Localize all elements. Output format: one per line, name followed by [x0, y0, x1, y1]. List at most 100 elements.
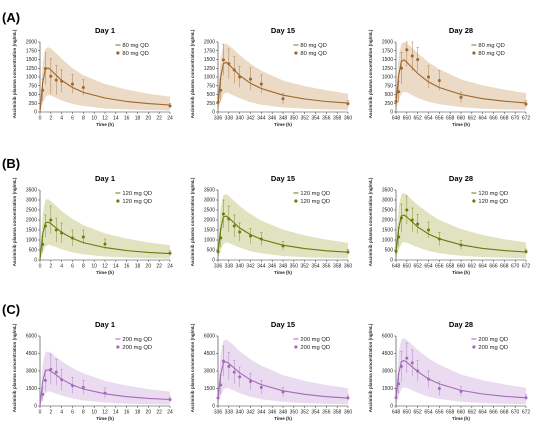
data-point	[219, 88, 223, 92]
y-tick-label: 3000	[382, 369, 393, 375]
x-tick-label: 650	[403, 410, 412, 416]
x-tick-label: 344	[257, 116, 266, 122]
data-point	[405, 48, 409, 52]
data-point	[427, 377, 430, 381]
x-axis-label: Time (h)	[96, 270, 114, 275]
legend-point-label: 200 mg QD	[300, 345, 330, 351]
x-tick-label: 16	[124, 410, 130, 416]
x-tick-label: 650	[403, 116, 412, 122]
x-tick-label: 668	[500, 116, 509, 122]
data-point	[71, 82, 74, 86]
data-point	[416, 369, 420, 373]
x-tick-label: 4	[60, 264, 63, 270]
y-tick-label: 1500	[382, 57, 393, 63]
chart-title: Day 15	[271, 320, 295, 329]
chart-9: Day 28 0 1500 3000 4500 6000 648 650 652 654 656 65…	[368, 320, 530, 421]
x-axis-label: Time (h)	[274, 122, 292, 127]
y-tick-label: 3000	[382, 198, 393, 204]
x-axis-label: Time (h)	[274, 270, 292, 275]
chart-title: Day 28	[449, 320, 473, 329]
x-axis-label: Time (h)	[96, 416, 114, 421]
x-axis-label: Time (h)	[274, 416, 292, 421]
x-tick-label: 2	[49, 116, 52, 122]
legend-point-label: 80 mg QD	[300, 51, 326, 57]
y-tick-label: 2000	[204, 40, 215, 46]
x-tick-label: 670	[511, 264, 520, 270]
data-point	[394, 100, 398, 103]
panel-label: (C)	[2, 302, 20, 317]
chart-title: Day 1	[95, 174, 115, 183]
x-tick-label: 346	[268, 116, 277, 122]
data-point	[437, 79, 441, 82]
x-tick-label: 360	[344, 410, 353, 416]
y-tick-label: 1500	[204, 228, 215, 234]
data-point	[346, 102, 350, 106]
x-tick-label: 658	[446, 410, 455, 416]
x-tick-label: 342	[246, 410, 255, 416]
data-point	[43, 378, 47, 382]
prediction-band	[218, 43, 348, 110]
x-tick-label: 24	[167, 410, 173, 416]
y-tick-label: 6000	[26, 334, 37, 340]
data-point	[524, 250, 528, 254]
chart-title: Day 15	[271, 174, 295, 183]
chart-title: Day 15	[271, 26, 295, 35]
x-tick-label: 22	[156, 116, 162, 122]
y-axis-label: Asciminib plasma concentration (ng/mL)	[368, 29, 373, 118]
prediction-band	[396, 42, 526, 110]
y-tick-label: 1500	[204, 386, 215, 392]
data-point	[221, 58, 225, 62]
y-tick-label: 4500	[26, 351, 37, 357]
legend-line-label: 80 mg QD	[478, 43, 504, 49]
data-point	[41, 88, 45, 92]
data-point	[232, 68, 236, 72]
x-tick-label: 340	[235, 116, 244, 122]
data-point	[219, 236, 223, 240]
legend-point-label: 120 mg QD	[478, 199, 508, 205]
y-tick-label: 6000	[204, 334, 215, 340]
data-point	[168, 104, 172, 108]
x-tick-label: 672	[522, 410, 531, 416]
y-tick-label: 500	[29, 248, 38, 254]
y-tick-label: 3000	[26, 198, 37, 204]
x-tick-label: 648	[392, 116, 401, 122]
y-tick-label: 3500	[26, 188, 37, 194]
x-tick-label: 18	[135, 264, 141, 270]
legend-line-label: 120 mg QD	[300, 191, 330, 197]
x-tick-label: 348	[279, 116, 288, 122]
y-tick-label: 0	[390, 404, 393, 410]
x-tick-label: 14	[113, 410, 119, 416]
x-tick-label: 358	[333, 264, 342, 270]
y-tick-label: 250	[385, 101, 394, 107]
x-tick-label: 652	[413, 410, 422, 416]
y-tick-label: 500	[29, 92, 38, 98]
x-tick-label: 12	[102, 410, 108, 416]
y-tick-label: 750	[207, 83, 216, 89]
x-tick-label: 346	[268, 410, 277, 416]
data-point	[216, 100, 220, 104]
x-tick-label: 672	[522, 116, 531, 122]
x-tick-label: 660	[457, 264, 466, 270]
x-tick-label: 0	[39, 410, 42, 416]
legend-line-label: 200 mg QD	[478, 337, 508, 343]
legend-point-label: 200 mg QD	[478, 345, 508, 351]
y-tick-label: 6000	[382, 334, 393, 340]
x-tick-label: 652	[413, 264, 422, 270]
x-tick-label: 358	[333, 410, 342, 416]
data-point	[81, 385, 85, 389]
data-point	[397, 235, 401, 239]
legend-point-label: 200 mg QD	[122, 345, 152, 351]
y-axis-label: Asciminib plasma concentration (ng/mL)	[12, 323, 17, 412]
x-tick-label: 344	[257, 264, 266, 270]
x-tick-label: 664	[478, 116, 487, 122]
y-axis-label: Asciminib plasma concentration (ng/mL)	[368, 177, 373, 266]
x-tick-label: 354	[311, 410, 320, 416]
data-point	[41, 242, 45, 246]
legend-point-swatch	[294, 345, 298, 349]
x-tick-label: 654	[424, 264, 433, 270]
legend-line-label: 80 mg QD	[300, 43, 326, 49]
data-point	[238, 230, 242, 234]
y-tick-label: 1000	[382, 238, 393, 244]
